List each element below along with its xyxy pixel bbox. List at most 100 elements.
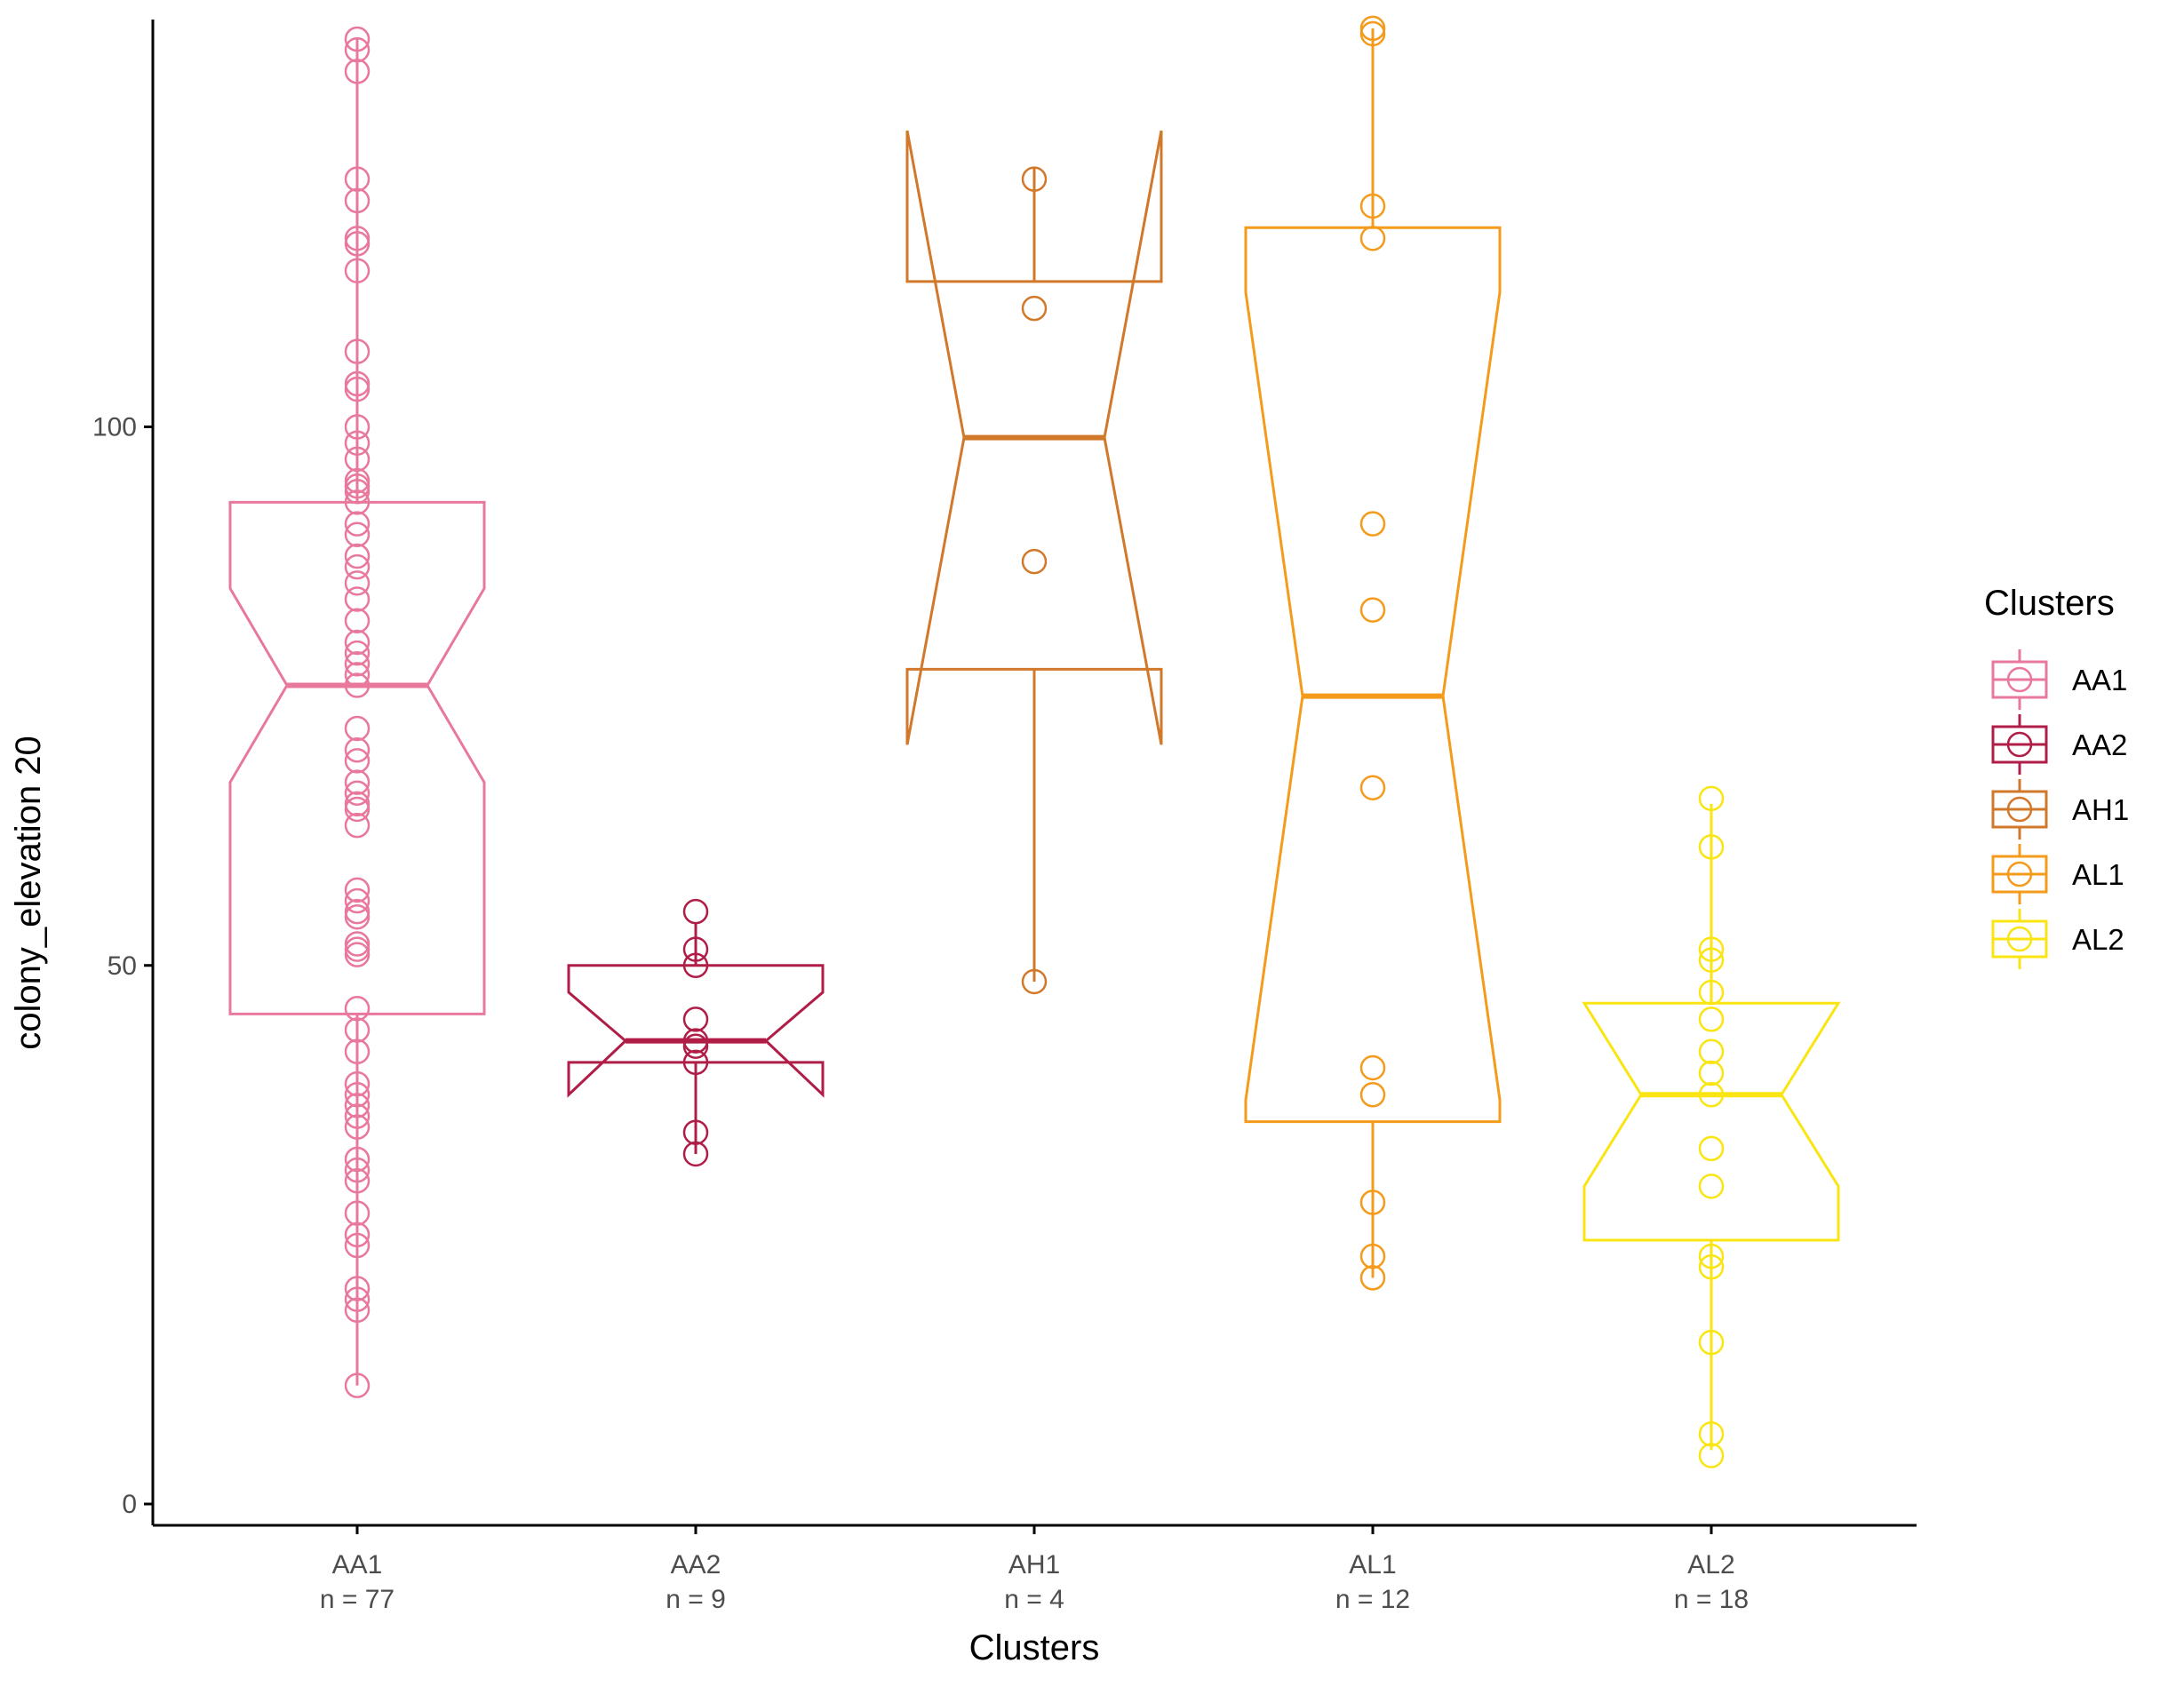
y-axis-title: colony_elevation 20 bbox=[9, 736, 48, 1050]
data-point bbox=[344, 791, 371, 817]
legend: Clusters AA1 AA2 AH1 AL1 AL2 bbox=[1984, 584, 2129, 969]
legend-label: AL2 bbox=[2072, 923, 2124, 956]
data-point bbox=[344, 1200, 371, 1226]
data-point bbox=[1359, 597, 1386, 623]
data-point bbox=[344, 672, 371, 698]
legend-label: AH1 bbox=[2072, 793, 2129, 826]
x-tick-label: AL1 bbox=[1349, 1550, 1396, 1580]
data-point bbox=[344, 662, 371, 688]
data-point bbox=[344, 608, 371, 633]
data-point bbox=[1359, 1190, 1386, 1215]
box-al1 bbox=[1244, 15, 1502, 1291]
data-point bbox=[344, 376, 371, 402]
data-point bbox=[344, 931, 371, 957]
data-point bbox=[1698, 1135, 1725, 1162]
data-point bbox=[344, 570, 371, 596]
data-point bbox=[344, 479, 371, 505]
data-point bbox=[1698, 936, 1725, 962]
x-tick-count-label: n = 4 bbox=[1004, 1585, 1064, 1614]
data-point bbox=[344, 1221, 371, 1248]
data-point bbox=[344, 1157, 371, 1183]
legend-item-al1: AL1 bbox=[1991, 844, 2124, 904]
x-tick-label: AL2 bbox=[1687, 1550, 1734, 1580]
data-point bbox=[682, 952, 709, 978]
legend-item-aa2: AA2 bbox=[1991, 714, 2127, 775]
data-point bbox=[1698, 1329, 1725, 1356]
data-point bbox=[344, 996, 371, 1022]
data-point bbox=[344, 812, 371, 839]
x-tick-count-label: n = 18 bbox=[1674, 1585, 1749, 1614]
data-point bbox=[344, 543, 371, 569]
data-point bbox=[1698, 979, 1725, 1006]
data-point bbox=[344, 769, 371, 795]
data-point bbox=[344, 586, 371, 612]
data-point bbox=[1021, 548, 1048, 575]
data-point bbox=[344, 1038, 371, 1064]
legend-title: Clusters bbox=[1984, 584, 2115, 623]
x-tick-count-label: n = 9 bbox=[666, 1585, 726, 1614]
data-point bbox=[344, 936, 371, 962]
data-point bbox=[1359, 775, 1386, 800]
data-point bbox=[344, 1373, 371, 1398]
data-point bbox=[344, 651, 371, 677]
notched-box bbox=[1582, 1001, 1841, 1242]
legend-key-point bbox=[2006, 926, 2033, 952]
data-point bbox=[1359, 20, 1386, 47]
data-point bbox=[1698, 1174, 1725, 1199]
notched-box bbox=[228, 500, 486, 1015]
legend-key-point bbox=[2006, 731, 2033, 758]
data-point bbox=[344, 59, 371, 84]
data-point bbox=[682, 898, 709, 925]
data-point bbox=[1359, 1265, 1386, 1291]
data-point bbox=[682, 1028, 709, 1054]
data-point bbox=[1698, 1254, 1725, 1280]
data-point bbox=[344, 640, 371, 666]
data-point bbox=[1359, 226, 1386, 251]
data-point bbox=[682, 1141, 709, 1167]
notched-box bbox=[1244, 226, 1502, 1124]
data-point bbox=[344, 187, 371, 214]
data-point bbox=[1698, 834, 1725, 860]
data-point bbox=[1359, 1243, 1386, 1269]
data-point bbox=[344, 414, 371, 440]
y-tick-label: 0 bbox=[122, 1490, 137, 1519]
data-point bbox=[344, 1286, 371, 1312]
data-point bbox=[344, 1168, 371, 1194]
notched-box bbox=[567, 964, 825, 1098]
data-point bbox=[682, 1033, 709, 1059]
x-tick-label: AA1 bbox=[332, 1550, 383, 1580]
x-tick-count-label: n = 12 bbox=[1335, 1585, 1410, 1614]
y-tick-label: 50 bbox=[108, 951, 137, 981]
data-point bbox=[682, 1119, 709, 1145]
data-point bbox=[1359, 15, 1386, 42]
data-point bbox=[1698, 1060, 1725, 1086]
data-point bbox=[344, 489, 371, 515]
data-point bbox=[344, 887, 371, 914]
data-point bbox=[1359, 511, 1386, 537]
data-point bbox=[344, 521, 371, 547]
data-point bbox=[344, 1017, 371, 1043]
data-point bbox=[344, 898, 371, 925]
data-point bbox=[344, 1093, 371, 1118]
data-point bbox=[344, 796, 371, 823]
legend-key-point bbox=[2006, 666, 2033, 693]
legend-item-ah1: AH1 bbox=[1991, 779, 2129, 840]
box-al2 bbox=[1582, 785, 1841, 1468]
data-point bbox=[1021, 295, 1048, 322]
data-point bbox=[344, 511, 371, 537]
data-point bbox=[344, 1146, 371, 1173]
box-aa2 bbox=[567, 898, 825, 1167]
data-point bbox=[344, 446, 371, 473]
x-axis-title: Clusters bbox=[969, 1628, 1100, 1667]
data-point bbox=[344, 226, 371, 251]
data-point bbox=[1698, 1443, 1725, 1468]
data-point bbox=[1021, 968, 1048, 995]
data-point bbox=[1698, 1420, 1725, 1447]
data-point bbox=[1698, 1038, 1725, 1064]
data-point bbox=[1021, 166, 1048, 192]
data-point bbox=[344, 877, 371, 903]
axis-layer: 0 50 100 AA1 n = 77 AA2 n = 9 AH1 n = 4 AL1 n = 12… bbox=[92, 413, 1749, 1615]
data-point bbox=[1698, 1082, 1725, 1108]
data-point bbox=[1698, 1007, 1725, 1032]
